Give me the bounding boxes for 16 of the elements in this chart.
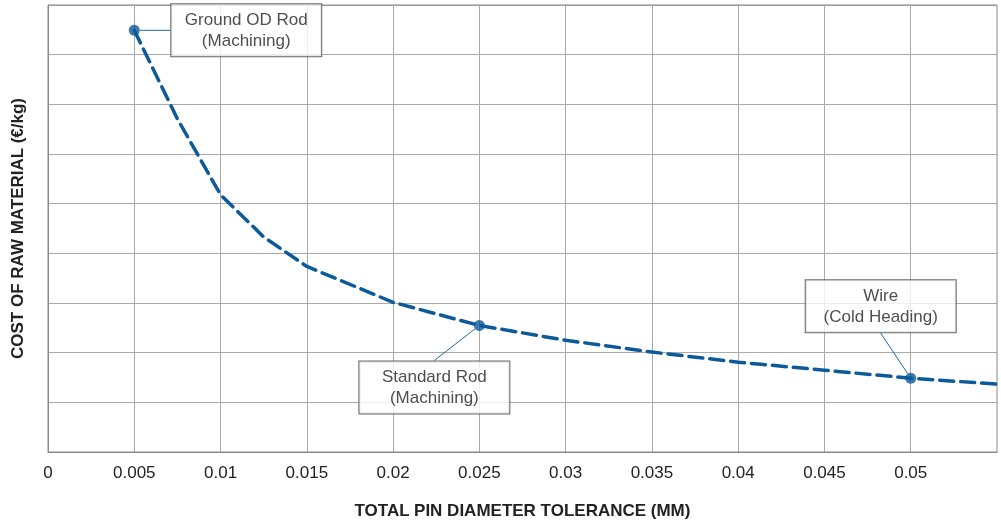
annotation: Ground OD Rod (Machining) (184, 10, 308, 51)
annotation: Standard Rod (Machining) (381, 367, 487, 408)
x-tick-label: 0.035 (630, 463, 674, 482)
x-tick-label: 0.045 (803, 463, 846, 482)
x-tick-label: 0.02 (376, 463, 410, 482)
x-tick-label: 0 (43, 463, 53, 482)
annotation: Wire (Cold Heading) (823, 286, 938, 327)
x-axis-title: TOTAL PIN DIAMETER TOLERANCE (MM) (354, 501, 691, 520)
x-tick-label: 0.04 (721, 463, 755, 482)
x-tick-label: 0.015 (285, 463, 329, 482)
x-tick-label: 0.025 (458, 463, 501, 482)
y-axis-title: COST OF RAW MATERIAL (€/kg) (8, 98, 27, 359)
x-tick-label: 0.03 (549, 463, 583, 482)
x-tick-label: 0.05 (894, 463, 928, 482)
x-tick-label: 0.005 (113, 463, 156, 482)
x-tick-label: 0.01 (204, 463, 238, 482)
